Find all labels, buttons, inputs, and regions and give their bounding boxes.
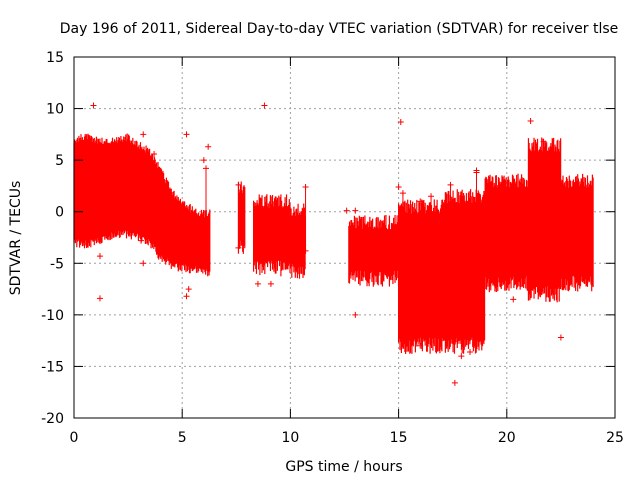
x-axis-label: GPS time / hours <box>285 459 402 475</box>
data-point-marker <box>540 138 547 145</box>
data-point-marker <box>352 311 359 318</box>
data-point-marker <box>183 293 190 300</box>
data-point-marker <box>140 131 147 138</box>
data-point-marker <box>203 260 210 267</box>
data-point-marker <box>267 280 274 287</box>
data-point-marker <box>417 198 424 205</box>
y-tick-label: 15 <box>46 50 64 66</box>
x-tick-label: 0 <box>70 430 79 446</box>
data-point-marker <box>96 253 103 260</box>
y-tick-label: -5 <box>50 256 64 272</box>
data-point-marker <box>205 143 212 150</box>
data-point-marker <box>159 239 166 246</box>
data-point-marker <box>235 244 242 251</box>
data-point-marker <box>254 280 261 287</box>
y-axis-label: SDTVAR / TECUs <box>8 181 24 296</box>
data-point-marker <box>467 348 474 355</box>
grid-lines <box>74 57 615 418</box>
data-point-marker <box>185 286 192 293</box>
data-point-marker <box>302 247 309 254</box>
plot-frame <box>73 56 616 419</box>
data-point-marker <box>96 295 103 302</box>
data-point-marker <box>183 131 190 138</box>
data-point-marker <box>90 102 97 109</box>
x-tick-label: 5 <box>178 430 187 446</box>
data-point-marker <box>458 353 465 360</box>
data-point-marker <box>395 183 402 190</box>
data-point-marker <box>428 193 435 200</box>
y-tick-label: 5 <box>55 153 64 169</box>
data-point-marker <box>235 181 242 188</box>
data-point-marker <box>302 183 309 190</box>
y-tick-label: -10 <box>41 308 64 324</box>
data-point-marker <box>261 102 268 109</box>
data-point-marker <box>138 237 145 244</box>
data-point-marker <box>540 239 547 246</box>
data-point-marker <box>399 270 406 277</box>
data-point-marker <box>151 150 158 157</box>
y-tick-label: 0 <box>55 205 64 221</box>
y-tick-label: -15 <box>41 359 64 375</box>
data-point-marker <box>352 207 359 214</box>
data-point-marker <box>557 334 564 341</box>
data-point-marker <box>397 118 404 125</box>
data-point-marker <box>140 260 147 267</box>
chart-title: Day 196 of 2011, Sidereal Day-to-day VTE… <box>60 21 619 37</box>
data-point-marker <box>473 169 480 176</box>
data-point-marker <box>200 157 207 164</box>
data-point-marker <box>399 190 406 197</box>
data-points <box>73 102 594 386</box>
x-tick-label: 10 <box>281 430 299 446</box>
data-point-marker <box>447 181 454 188</box>
tick-labels: 0 5 10 15 20 25 -20 -15 -10 -5 0 5 10 15 <box>41 50 624 446</box>
data-point-marker <box>428 301 435 308</box>
y-tick-label: -20 <box>41 411 64 427</box>
x-tick-label: 25 <box>606 430 624 446</box>
x-tick-label: 15 <box>390 430 408 446</box>
data-point-marker <box>151 224 158 231</box>
data-point-marker <box>527 117 534 124</box>
data-point-marker <box>473 311 480 318</box>
x-tick-label: 20 <box>498 430 516 446</box>
data-point-marker <box>343 207 350 214</box>
axis-ticks <box>73 56 616 419</box>
data-point-marker <box>159 177 166 184</box>
data-point-marker <box>451 379 458 386</box>
data-point-marker <box>510 296 517 303</box>
data-point-marker <box>203 165 210 172</box>
data-point-marker <box>417 342 424 349</box>
data-point-marker <box>447 291 454 298</box>
y-tick-label: 10 <box>46 102 64 118</box>
